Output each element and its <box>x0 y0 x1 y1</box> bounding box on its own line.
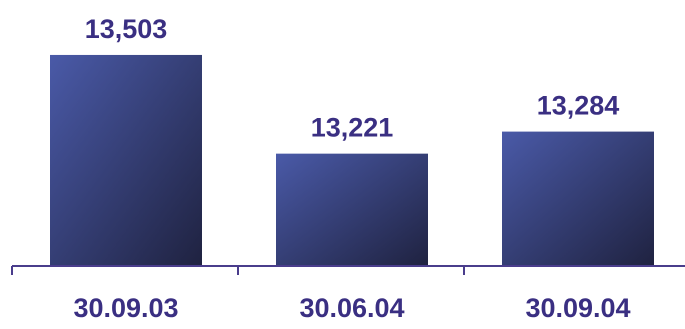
category-label-1: 30.09.03 <box>73 293 178 323</box>
value-label-3: 13,284 <box>537 91 620 121</box>
value-label-2: 13,221 <box>311 113 394 143</box>
category-label-2: 30.06.04 <box>299 293 404 323</box>
bar-3 <box>502 131 654 266</box>
category-label-3: 30.09.04 <box>525 293 630 323</box>
bar-2 <box>276 153 428 266</box>
bar-1 <box>50 54 202 267</box>
value-label-1: 13,503 <box>85 14 168 44</box>
